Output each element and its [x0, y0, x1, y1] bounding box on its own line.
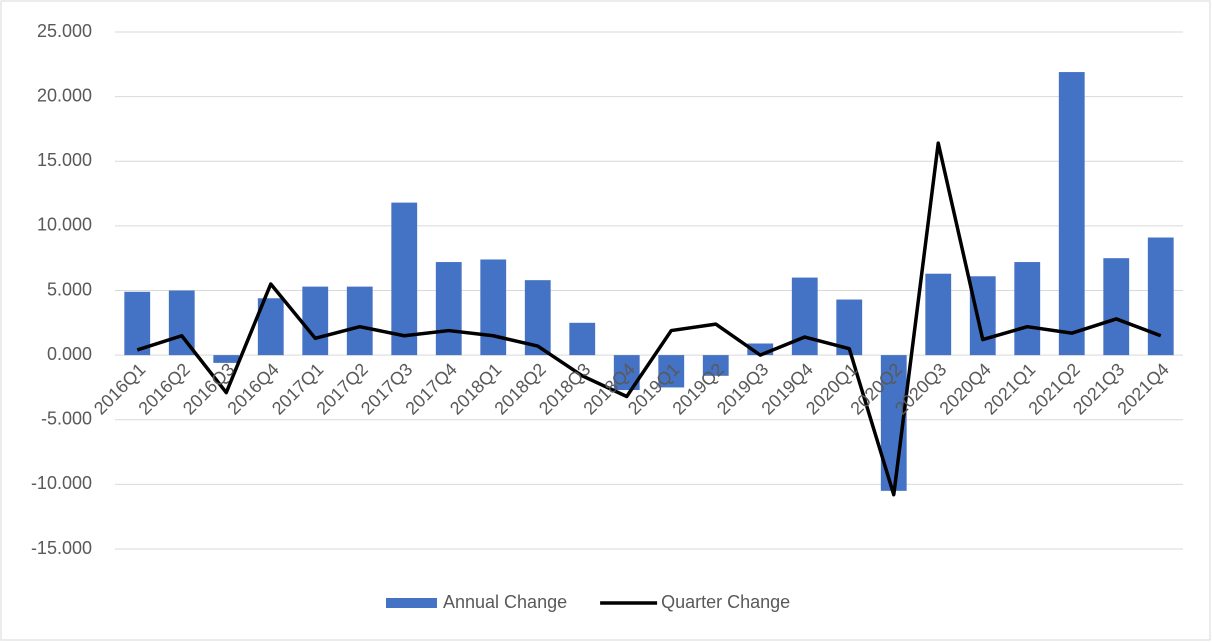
bar [702, 355, 729, 376]
legend-swatch [386, 598, 437, 608]
y-tick-label: 0.000 [47, 344, 92, 364]
bar [124, 291, 151, 356]
bar [1014, 262, 1041, 356]
line [136, 141, 1162, 497]
y-tick-label: 15.000 [37, 150, 92, 170]
bar [1147, 237, 1174, 356]
y-tick-label: 25.000 [37, 21, 92, 41]
bar [747, 343, 774, 356]
y-tick-label: 10.000 [37, 215, 92, 235]
bar [969, 276, 996, 356]
bar [480, 259, 507, 356]
bar [925, 273, 952, 356]
y-tick-label: -15.000 [31, 538, 92, 558]
bar [791, 277, 818, 356]
bar [346, 286, 373, 356]
bar [435, 262, 462, 356]
y-tick-label: -10.000 [31, 473, 92, 493]
legend-label: Annual Change [443, 592, 567, 612]
bar [1058, 72, 1085, 356]
bar [1103, 258, 1130, 356]
bar [658, 355, 685, 388]
y-tick-label: 20.000 [37, 85, 92, 105]
y-tick-label: 5.000 [47, 279, 92, 299]
bar [213, 355, 240, 363]
bar [302, 286, 329, 356]
legend-label: Quarter Change [661, 592, 790, 612]
bar [391, 202, 418, 356]
y-tick-label: -5.000 [41, 409, 92, 429]
bar [569, 322, 596, 356]
